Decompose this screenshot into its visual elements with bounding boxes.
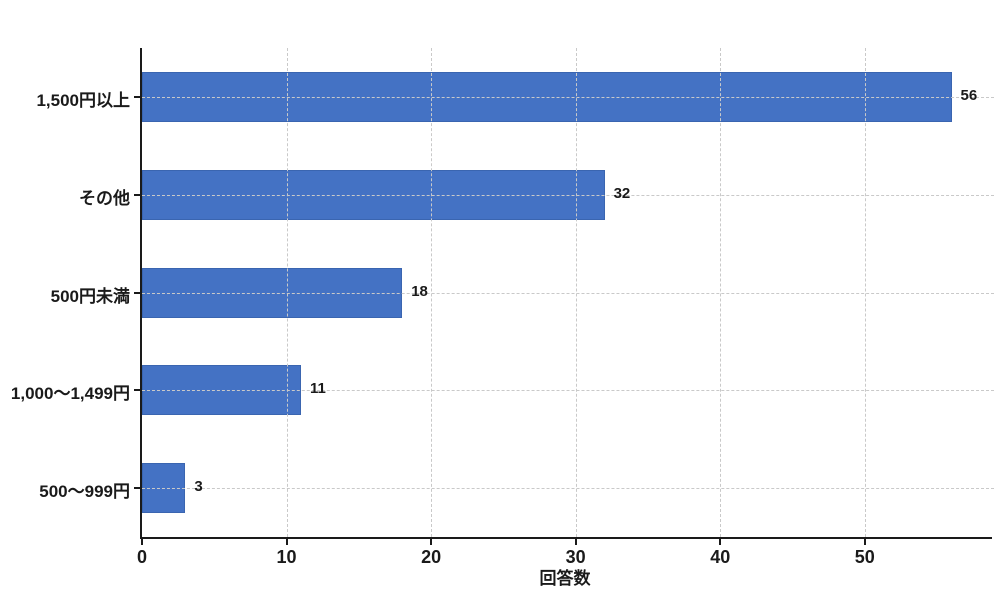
category-label: 500〜999円 <box>39 482 130 502</box>
x-tick-mark <box>863 539 866 545</box>
y-tick-mark <box>134 291 140 294</box>
x-tick-label: 20 <box>421 547 442 567</box>
y-tick-mark <box>134 389 140 392</box>
x-tick-mark <box>430 539 433 545</box>
x-tick-mark <box>574 539 577 545</box>
x-axis-label: 回答数 <box>539 569 591 588</box>
y-tick-mark <box>134 193 140 196</box>
x-tick-label: 50 <box>854 547 875 567</box>
value-label: 32 <box>613 184 631 202</box>
category-label: 1,000〜1,499円 <box>10 384 130 404</box>
x-tick-label: 10 <box>276 547 297 567</box>
x-tick-mark <box>285 539 288 545</box>
y-tick-mark <box>134 487 140 490</box>
category-label: その他 <box>79 188 130 208</box>
category-label: 1,500円以上 <box>36 90 130 110</box>
value-label: 3 <box>194 478 203 496</box>
x-tick-label: 30 <box>565 547 586 567</box>
x-tick-mark <box>141 539 143 545</box>
category-label: 500円未満 <box>50 286 130 306</box>
y-gridline <box>142 96 994 98</box>
y-gridline <box>142 292 994 294</box>
value-label: 56 <box>960 86 978 104</box>
x-tick-mark <box>719 539 722 545</box>
x-tick-label: 0 <box>136 547 148 567</box>
y-gridline <box>142 390 994 392</box>
plot-area: 0 10 20 30 40 50 1,500円以上 56 その他 32 500円未満 18 1,000〜… <box>11 48 994 567</box>
y-gridline <box>142 488 994 490</box>
y-gridline <box>142 194 994 196</box>
value-label: 11 <box>310 380 326 398</box>
y-tick-mark <box>134 95 140 98</box>
value-label: 18 <box>411 282 428 300</box>
x-tick-label: 40 <box>710 547 731 567</box>
